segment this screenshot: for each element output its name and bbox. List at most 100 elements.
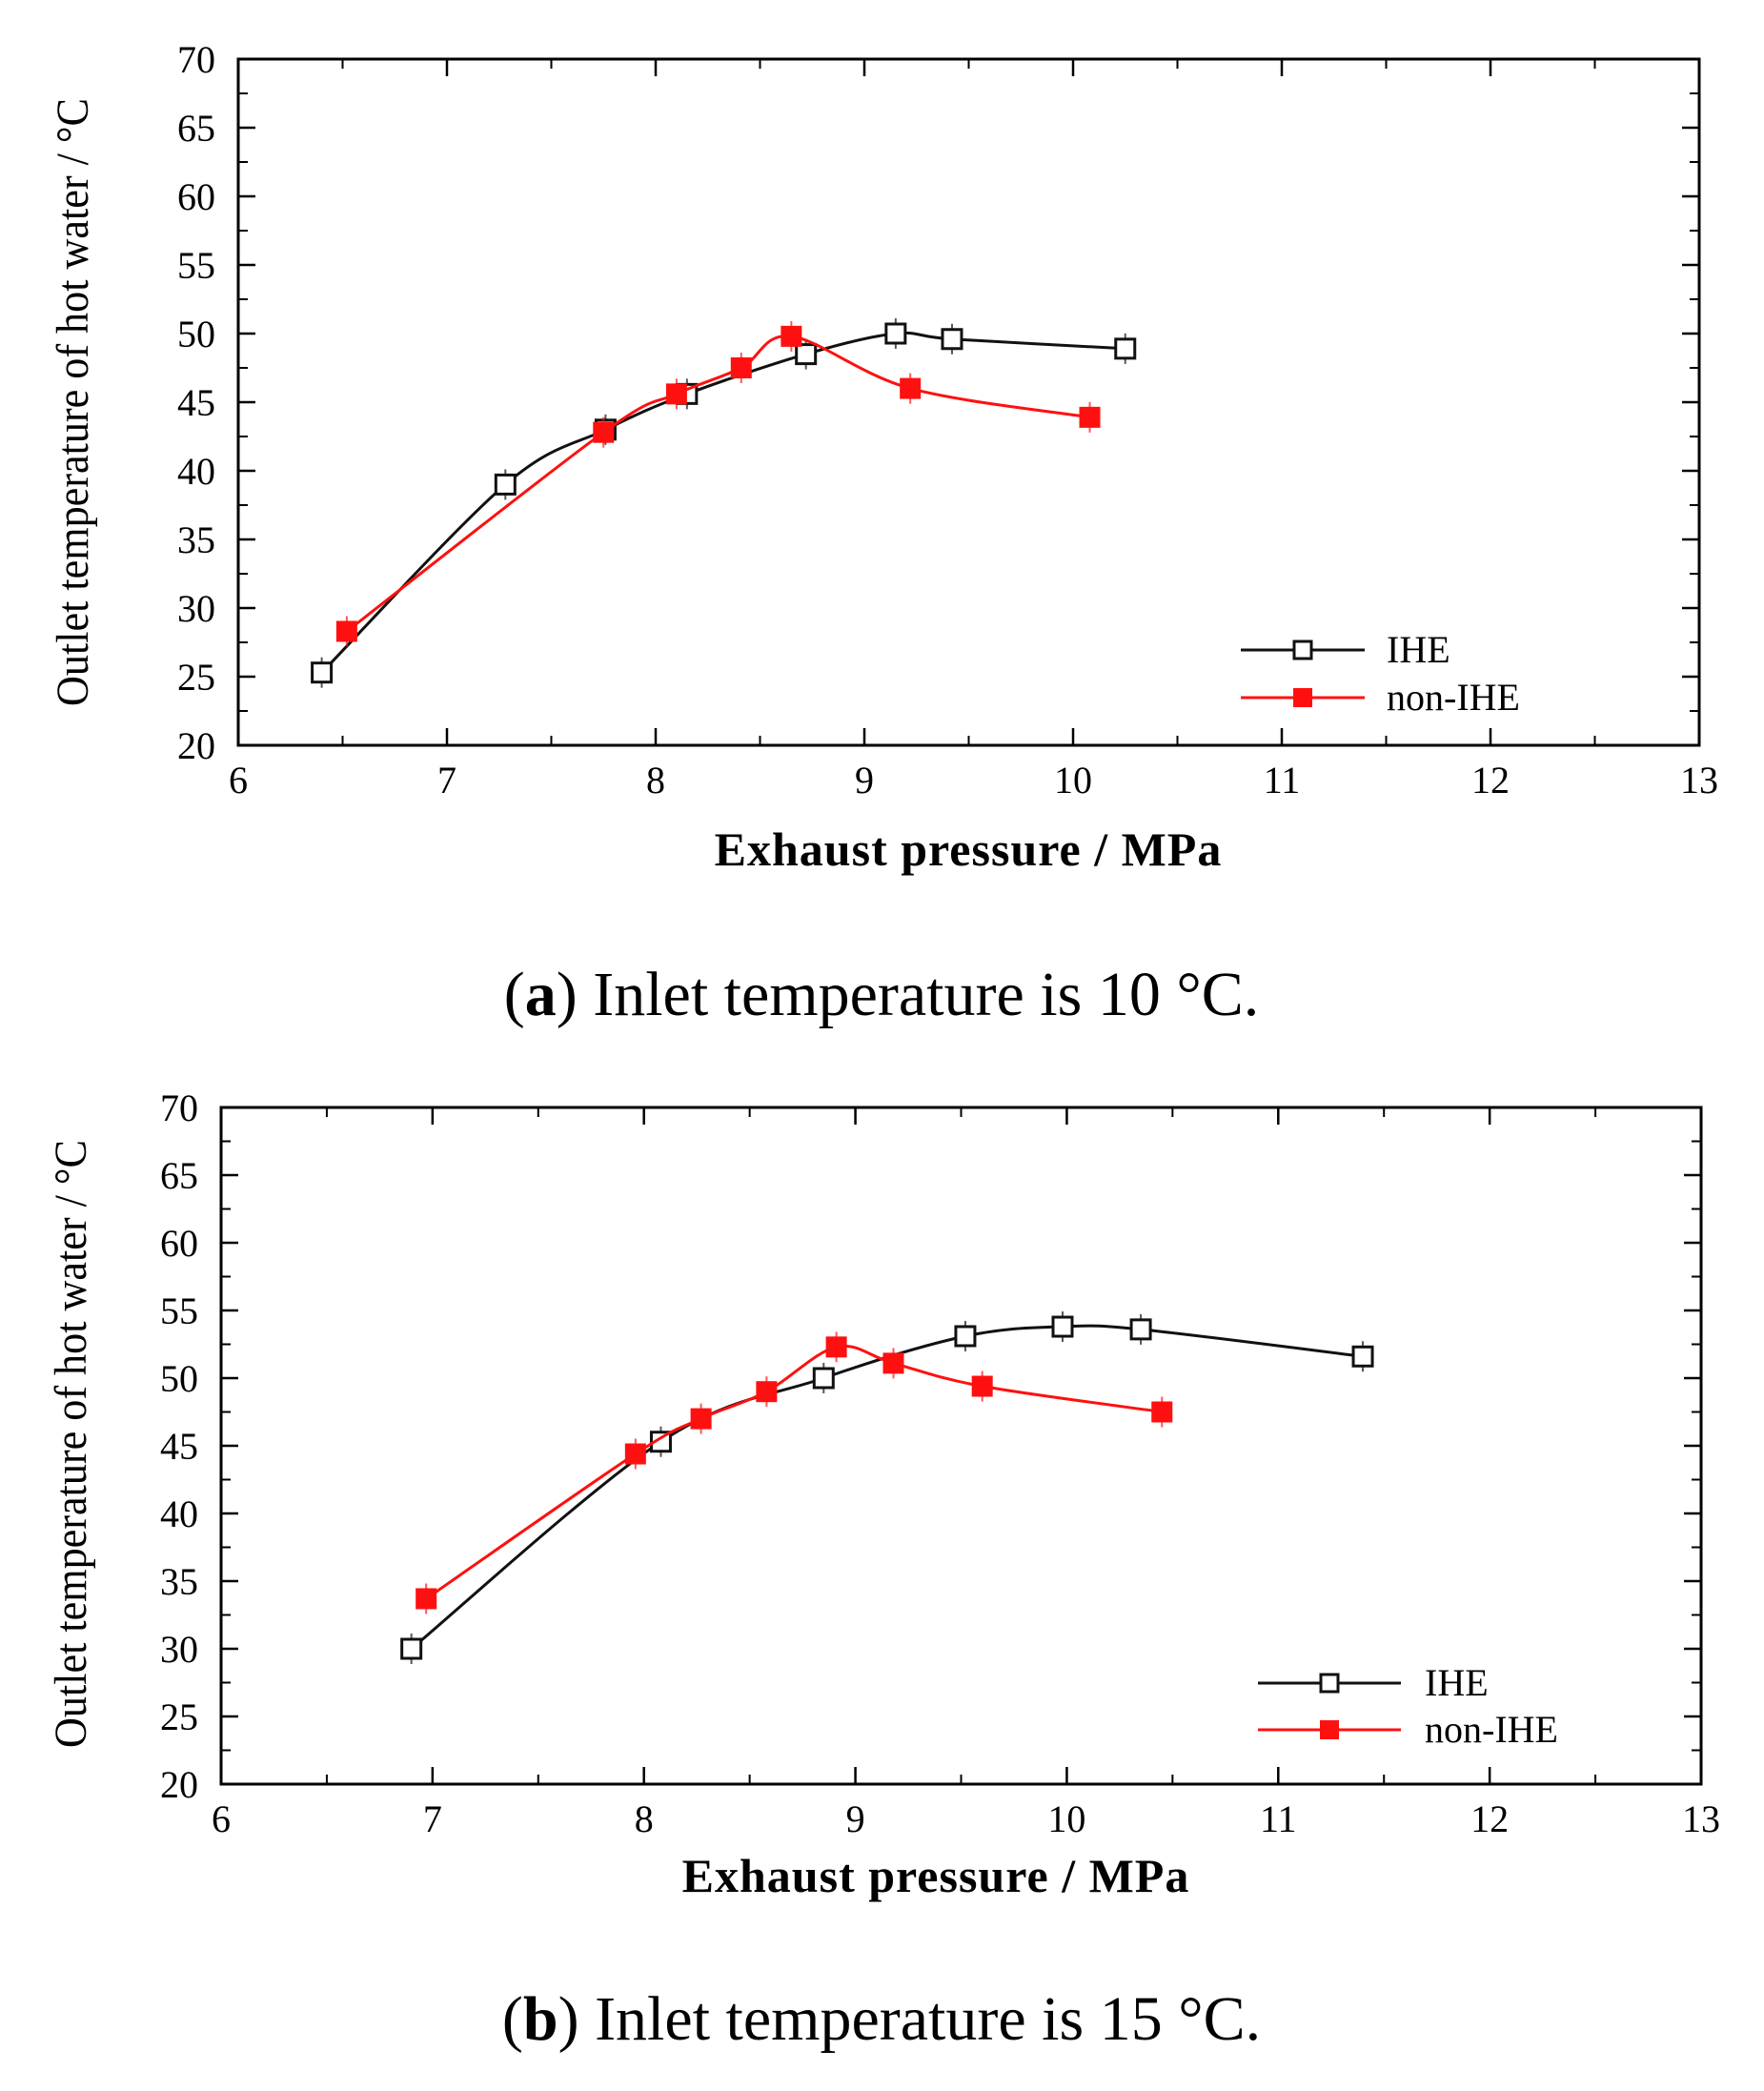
legend-marker-ihe (1319, 1673, 1340, 1694)
data-point-non-ihe (593, 421, 615, 443)
series-layer (400, 1311, 1374, 1664)
axis-ticks (219, 1106, 1703, 1786)
data-point-ihe (954, 1325, 977, 1348)
data-point-ihe (1351, 1345, 1374, 1368)
x-tick-label: 12 (1470, 1797, 1509, 1840)
y-tick-label: 45 (177, 381, 215, 424)
y-tick-label: 20 (177, 724, 215, 767)
chart-panel-a: 6 7 8 9 10 11 12 13 20 25 30 35 40 45 50 55 60 65 70 Exhau… (47, 38, 1718, 1029)
y-tick-label: 25 (177, 656, 215, 699)
legend-marker-ihe (1292, 639, 1313, 660)
data-point-non-ihe (781, 325, 802, 347)
y-tick-label: 70 (160, 1086, 198, 1129)
data-point-ihe (1129, 1318, 1152, 1341)
caption-text: Inlet temperature is 10 °C. (578, 960, 1260, 1029)
legend: IHE non-IHE (1258, 1661, 1558, 1751)
x-axis-label: Exhaust pressure / MPa (682, 1849, 1190, 1902)
data-point-non-ihe (882, 1352, 904, 1374)
data-point-non-ihe (690, 1408, 712, 1430)
x-tick-label: 12 (1471, 759, 1510, 802)
axis-tick-labels: 6 7 8 9 10 11 12 13 20 25 30 35 40 45 50 55 60 65 70 (177, 38, 1718, 802)
y-tick-label: 20 (160, 1763, 198, 1806)
y-tick-label: 40 (177, 450, 215, 493)
caption-letter: a (525, 960, 557, 1029)
data-point-ihe (649, 1431, 672, 1453)
data-point-ihe (1051, 1315, 1074, 1338)
y-tick-label: 35 (177, 518, 215, 561)
data-point-ihe (311, 661, 334, 684)
legend: IHE non-IHE (1241, 628, 1520, 719)
y-tick-label: 30 (160, 1628, 198, 1671)
series-line-non-ihe (345, 335, 1090, 633)
x-tick-label: 6 (212, 1797, 231, 1840)
x-tick-label: 13 (1680, 759, 1718, 802)
y-tick-label: 25 (160, 1695, 198, 1738)
series-layer (311, 318, 1137, 688)
y-axis-label: Outlet temperature of hot water / °C (47, 98, 97, 706)
caption-a: (a) Inlet temperature is 10 °C. (504, 960, 1260, 1029)
data-point-non-ihe (1151, 1401, 1173, 1423)
series-line-ihe (410, 1324, 1364, 1651)
data-point-non-ihe (624, 1443, 646, 1465)
y-tick-label: 55 (177, 244, 215, 287)
data-point-ihe (1114, 337, 1137, 360)
y-axis-label: Outlet temperature of hot water / °C (45, 1140, 95, 1748)
legend-label-ihe: IHE (1387, 628, 1450, 671)
plot-frame (236, 57, 1701, 747)
y-tick-label: 55 (160, 1289, 198, 1332)
caption-letter: b (523, 1984, 558, 2054)
series-line-ihe (320, 331, 1125, 674)
x-tick-label: 11 (1264, 759, 1301, 802)
x-tick-label: 8 (646, 759, 665, 802)
y-tick-label: 45 (160, 1425, 198, 1468)
y-tick-label: 60 (177, 175, 215, 218)
y-tick-label: 70 (177, 38, 215, 81)
y-tick-label: 30 (177, 587, 215, 630)
data-point-ihe (494, 473, 517, 496)
data-point-non-ihe (730, 357, 752, 378)
data-point-non-ihe (665, 383, 687, 405)
y-tick-label: 40 (160, 1492, 198, 1535)
y-tick-label: 65 (160, 1154, 198, 1197)
y-tick-label: 60 (160, 1222, 198, 1265)
x-tick-label: 8 (635, 1797, 654, 1840)
y-tick-label: 35 (160, 1560, 198, 1603)
x-tick-label: 7 (423, 1797, 442, 1840)
data-point-non-ihe (335, 620, 357, 642)
x-tick-label: 10 (1054, 759, 1092, 802)
data-point-ihe (884, 322, 907, 345)
x-tick-label: 10 (1047, 1797, 1085, 1840)
data-point-non-ihe (756, 1381, 778, 1403)
y-tick-label: 50 (177, 313, 215, 355)
x-tick-label: 9 (846, 1797, 865, 1840)
x-tick-label: 7 (437, 759, 456, 802)
legend-marker-non-ihe (1293, 688, 1312, 707)
data-point-ihe (812, 1367, 835, 1390)
x-tick-label: 11 (1260, 1797, 1297, 1840)
data-point-non-ihe (900, 377, 922, 399)
x-tick-label: 13 (1682, 1797, 1720, 1840)
y-tick-label: 50 (160, 1357, 198, 1400)
chart-panel-b: 6 7 8 9 10 11 12 13 20 25 30 35 40 45 50 55 60 65 70 Exhau… (45, 1086, 1720, 2054)
legend-marker-non-ihe (1320, 1720, 1339, 1739)
legend-label-non-ihe: non-IHE (1425, 1708, 1558, 1751)
legend-label-ihe: IHE (1425, 1661, 1489, 1704)
series-line-non-ihe (425, 1344, 1163, 1600)
x-axis-label: Exhaust pressure / MPa (715, 822, 1223, 876)
data-point-ihe (941, 328, 963, 351)
caption-text: Inlet temperature is 15 °C. (579, 1984, 1262, 2054)
data-point-non-ihe (1079, 406, 1101, 428)
axis-tick-labels: 6 7 8 9 10 11 12 13 20 25 30 35 40 45 50 55 60 65 70 (160, 1086, 1720, 1840)
data-point-non-ihe (971, 1375, 993, 1397)
legend-label-non-ihe: non-IHE (1387, 676, 1520, 719)
caption-b: (b) Inlet temperature is 15 °C. (502, 1984, 1261, 2054)
y-tick-label: 65 (177, 107, 215, 150)
x-tick-label: 9 (855, 759, 874, 802)
data-point-non-ihe (825, 1336, 847, 1358)
data-point-ihe (400, 1637, 423, 1660)
data-point-non-ihe (416, 1588, 437, 1610)
data-point-ihe (795, 343, 818, 366)
axis-ticks (236, 57, 1701, 747)
x-tick-label: 6 (229, 759, 248, 802)
